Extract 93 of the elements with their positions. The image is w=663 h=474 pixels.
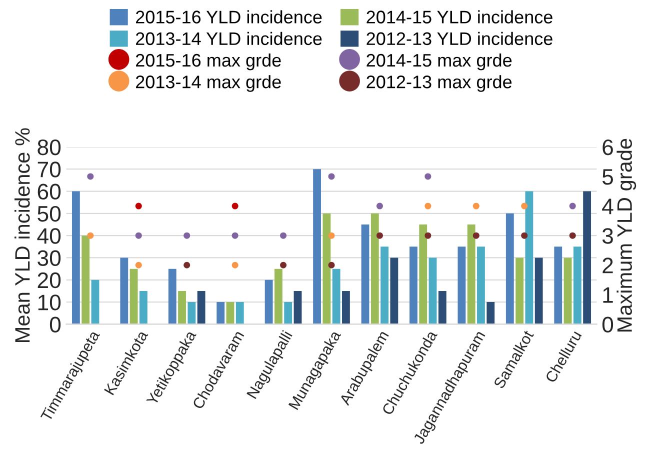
point <box>135 202 142 210</box>
y-axis-title: Mean YLD incidence % <box>14 128 30 342</box>
point <box>472 202 480 210</box>
point <box>569 232 576 239</box>
point <box>280 232 287 239</box>
point <box>424 202 432 210</box>
legend-label: 2013-14 max grde <box>136 75 281 92</box>
legend-label: 2012-13 max grde <box>366 75 512 92</box>
y-tick-label: 60 <box>38 184 61 200</box>
point <box>232 202 238 210</box>
y2-tick-label: 1 <box>603 287 613 303</box>
bar <box>410 246 418 324</box>
bar <box>390 258 398 324</box>
bar <box>332 268 340 324</box>
legend-label: 2015-16 YLD incidence <box>136 10 322 24</box>
point <box>328 232 335 239</box>
point <box>280 262 287 268</box>
bar <box>130 268 138 324</box>
bar <box>284 302 292 324</box>
point <box>521 202 528 210</box>
point <box>376 202 383 210</box>
y2-tick-label: 0 <box>602 316 614 332</box>
y2-axis-title: Maximum YLD grade <box>616 138 636 332</box>
point <box>328 262 335 268</box>
bar <box>313 169 321 324</box>
point <box>569 202 576 210</box>
bar <box>226 302 234 324</box>
point <box>232 262 238 268</box>
y-tick-label: 30 <box>38 250 61 266</box>
point <box>135 232 142 239</box>
bar <box>168 268 176 324</box>
point <box>328 173 335 180</box>
point <box>424 173 432 180</box>
y-tick-label: 50 <box>38 206 61 222</box>
bar <box>516 258 524 324</box>
y2-tick-label: 3 <box>602 228 613 244</box>
bar <box>178 290 186 324</box>
bar <box>554 246 562 324</box>
legend-label: 2014-15 YLD incidence <box>366 10 552 24</box>
y2-tick-label: 6 <box>602 139 613 156</box>
bar <box>274 268 282 324</box>
bar <box>294 290 302 324</box>
point <box>135 262 142 268</box>
bar <box>120 258 128 324</box>
bar <box>486 302 495 324</box>
bar <box>380 246 388 324</box>
bar <box>467 224 476 324</box>
point <box>521 232 528 239</box>
bar <box>419 224 428 324</box>
bar <box>236 302 244 324</box>
y-tick-label: 10 <box>38 294 61 310</box>
bar <box>188 302 196 324</box>
point <box>376 232 383 239</box>
y2-tick-label: 2 <box>602 258 613 274</box>
bar <box>216 302 225 324</box>
y2-tick-label: 4 <box>602 198 614 214</box>
bar <box>506 213 514 324</box>
bar <box>72 191 80 324</box>
bar <box>583 191 592 324</box>
point <box>87 232 94 239</box>
point <box>184 232 190 239</box>
y-tick-label: 70 <box>38 162 61 178</box>
legend-label: 2012-13 YLD incidence <box>366 32 552 46</box>
bar <box>370 213 379 324</box>
bar <box>139 290 148 324</box>
bar <box>438 290 446 324</box>
point <box>424 232 432 239</box>
point <box>87 173 94 180</box>
legend-label: 2013-14 YLD incidence <box>136 32 322 46</box>
bar <box>82 236 90 324</box>
bar <box>322 213 331 324</box>
bar <box>525 191 534 324</box>
bar <box>477 246 485 324</box>
bar <box>264 280 273 324</box>
bar <box>573 246 582 324</box>
y-tick-label: 80 <box>38 139 61 156</box>
bar <box>197 290 206 324</box>
bar <box>342 290 350 324</box>
bar <box>428 258 437 324</box>
bar <box>534 258 543 324</box>
y-tick-label: 20 <box>38 272 61 288</box>
bar <box>361 224 370 324</box>
bar <box>91 280 100 324</box>
bar <box>458 246 466 324</box>
point <box>232 232 238 239</box>
y-tick-label: 40 <box>37 228 61 244</box>
y-tick-label: 0 <box>50 316 61 332</box>
point <box>184 262 190 268</box>
bar <box>564 258 572 324</box>
point <box>472 232 480 239</box>
legend-label: 2015-16 max grde <box>136 53 281 70</box>
y2-tick-label: 5 <box>602 169 613 185</box>
legend-label: 2014-15 max grde <box>366 53 512 70</box>
